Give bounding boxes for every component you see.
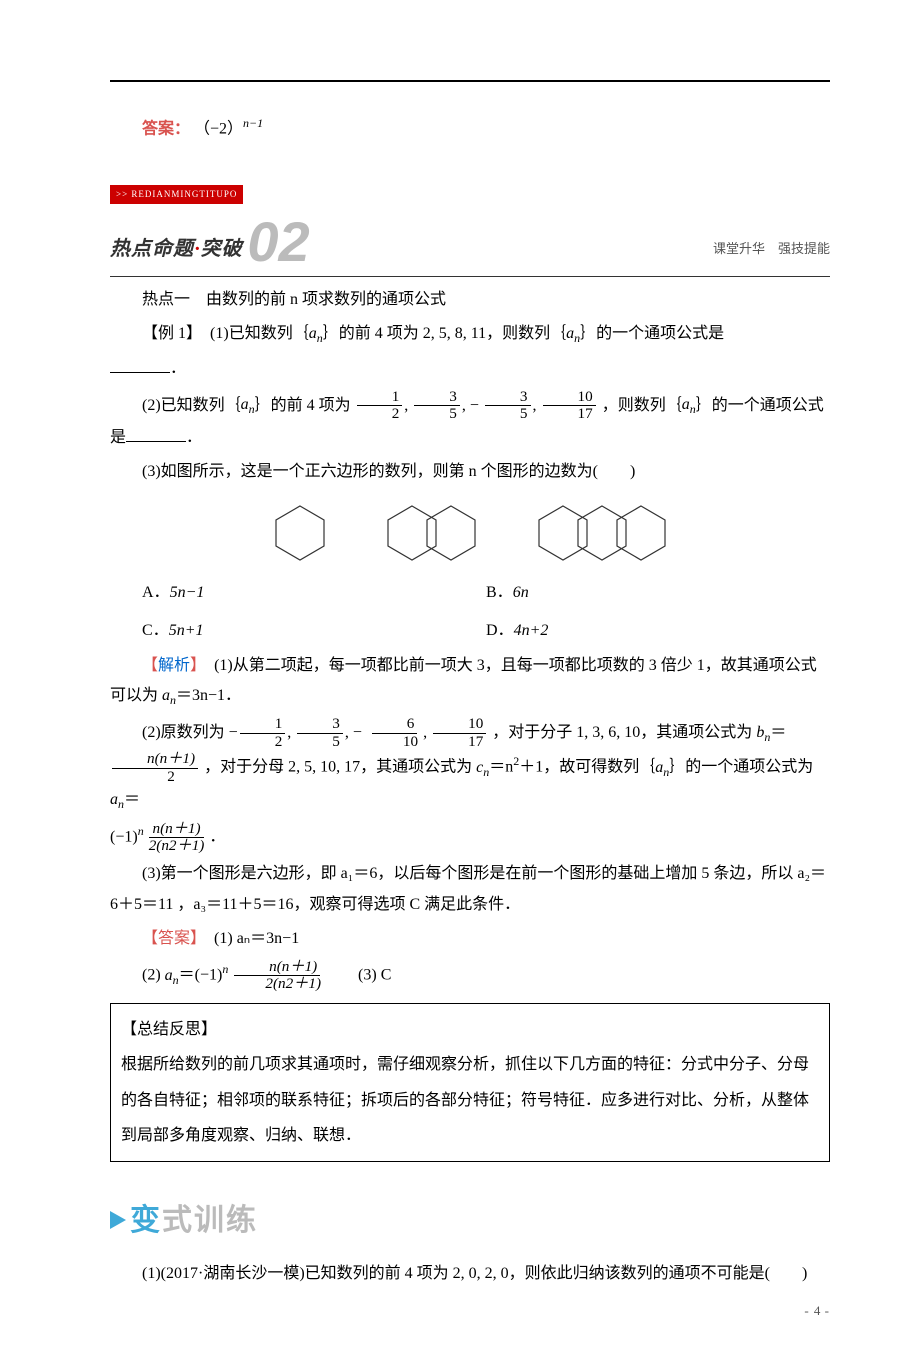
section-subtitle: 课堂升华 强技提能 — [713, 237, 830, 268]
choice-a: A．5n−1 — [142, 578, 486, 608]
variant-badge: 变式训练 — [110, 1192, 830, 1249]
example1-blank: ． — [110, 354, 830, 384]
hex-group-2 — [386, 504, 477, 562]
analysis-p2: (2)原数列为 −12, 35, − 610, 1017 ，对于分子 1, 3,… — [110, 716, 830, 816]
analysis-p2-final: (−1)nn(n＋1)2(n2＋1)． — [110, 820, 830, 855]
example1-p2: (2)已知数列｛an｝的前 4 项为 12, 35, − 35, 1017 ，则… — [110, 389, 830, 454]
answer-value: （−2） — [194, 120, 243, 137]
answer-label: 答案： — [142, 120, 190, 137]
section-number: 02 — [247, 217, 309, 267]
summary-box: 【总结反思】 根据所给数列的前几项求其通项时，需仔细观察分析，抓住以下几方面的特… — [110, 1003, 830, 1162]
hex-group-3 — [537, 504, 667, 562]
section-title-a: 热点命题 — [110, 238, 194, 260]
choice-c: C．5n+1 — [142, 616, 486, 646]
choice-d: D．4n+2 — [486, 616, 830, 646]
choice-list: A．5n−1 B．6n C．5n+1 D．4n+2 — [142, 578, 830, 647]
section-underline — [110, 276, 830, 277]
hexagon-icon — [425, 504, 477, 562]
example-label: 【例 1】 — [142, 325, 194, 342]
section-left: >> REDIANMINGTITUPO 热点命题·突破 02 — [110, 185, 310, 268]
hexagon-icon — [274, 504, 326, 562]
hotspot-title: 热点一 由数列的前 n 项求数列的通项公式 — [110, 285, 830, 315]
top-answer: 答案： （−2）n−1 — [110, 112, 830, 145]
answer-exp: n−1 — [243, 116, 263, 130]
practice-p1: (1)(2017·湖南长沙一模)已知数列的前 4 项为 2, 0, 2, 0，则… — [110, 1259, 830, 1289]
page-number: - 4 - — [804, 1299, 830, 1324]
summary-body: 根据所给数列的前几项求其通项时，需仔细观察分析，抓住以下几方面的特征：分式中分子… — [121, 1047, 819, 1153]
answer-line2: (2) an＝(−1)nn(n＋1)2(n2＋1) (3) C — [110, 958, 830, 993]
variant-text: 变式训练 — [130, 1192, 258, 1249]
hexagon-icon — [615, 504, 667, 562]
example1-p1: 【例 1】 (1)已知数列｛an｝的前 4 项为 2, 5, 8, 11，则数列… — [110, 319, 830, 350]
hex-group-1 — [274, 504, 326, 562]
example1-p3: (3)如图所示，这是一个正六边形的数列，则第 n 个图形的边数为( ) — [110, 457, 830, 487]
section-header: >> REDIANMINGTITUPO 热点命题·突破 02 课堂升华 强技提能 — [110, 185, 830, 268]
analysis-p3: (3)第一个图形是六边形，即 a₁＝6，以后每个图形是在前一个图形的基础上增加 … — [110, 859, 830, 920]
arrow-icon — [110, 1211, 126, 1229]
answer-line1: 【答案】 (1) aₙ＝3n−1 — [110, 924, 830, 954]
section-dot: · — [194, 238, 201, 260]
analysis-p1: 【解析】 (1)从第二项起，每一项都比前一项大 3，且每一项都比项数的 3 倍少… — [110, 651, 830, 712]
section-title-b: 突破 — [201, 238, 243, 260]
analysis-label: 解析 — [158, 657, 190, 674]
top-rule — [110, 80, 830, 82]
hexagon-figures — [110, 504, 830, 562]
section-title-block: >> REDIANMINGTITUPO 热点命题·突破 — [110, 185, 243, 268]
section-ribbon: >> REDIANMINGTITUPO — [110, 185, 243, 204]
summary-title: 【总结反思】 — [121, 1012, 819, 1047]
choice-b: B．6n — [486, 578, 830, 608]
answer-block-label: 【答案】 — [142, 930, 198, 947]
